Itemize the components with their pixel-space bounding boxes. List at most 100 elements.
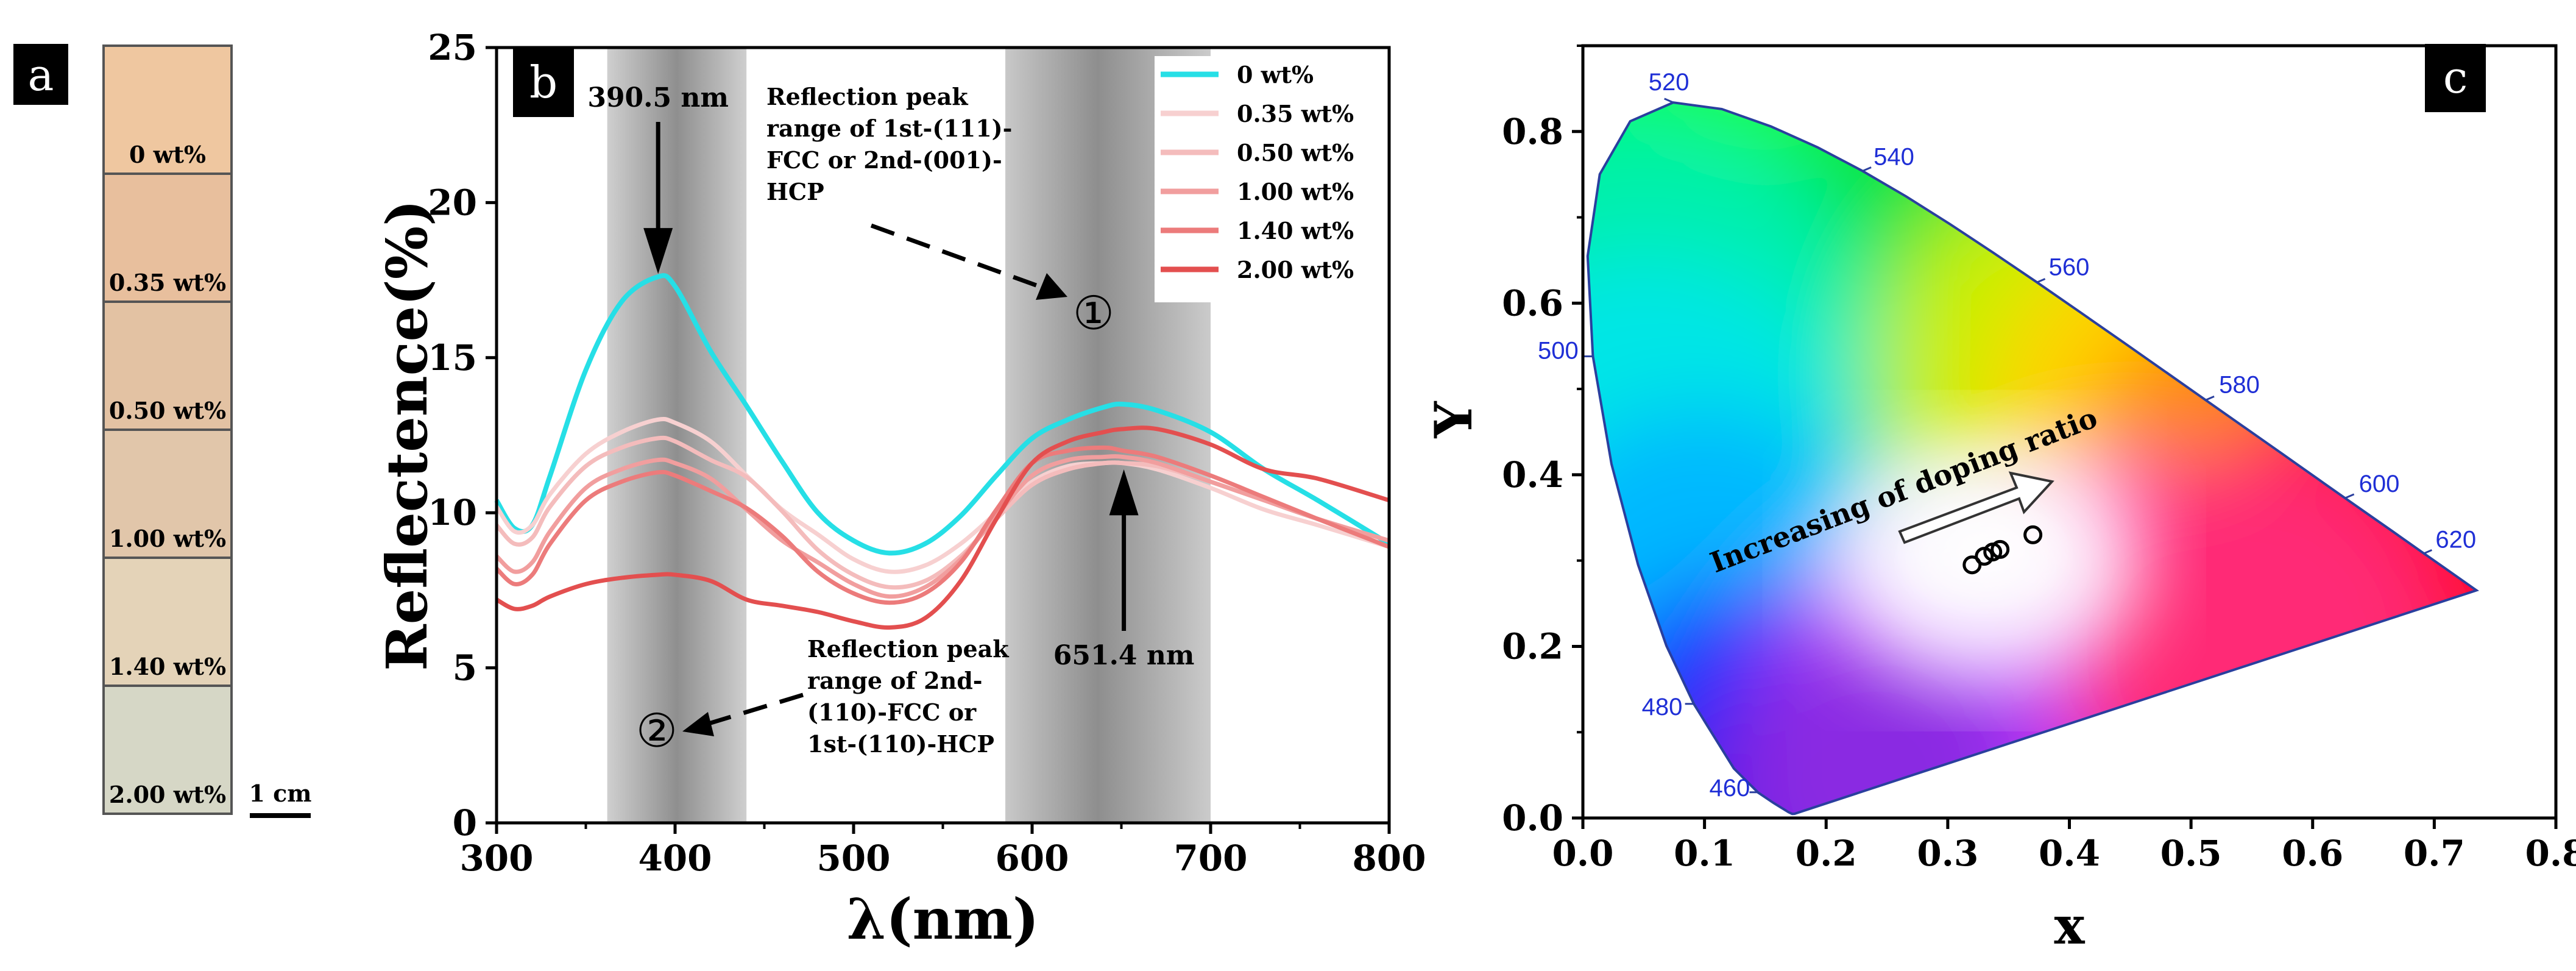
x-tick-label: 0.8 [2525,833,2576,874]
wavelength-label: 600 [2359,471,2400,497]
panel-a-label-box [13,44,68,105]
y-tick-label: 0.8 [1502,111,1563,152]
x-tick-label: 0.3 [1917,833,1978,874]
sample-label: 1.00 wt% [109,525,226,552]
sample-photo-swatch [102,301,233,431]
spectral-locus [1586,101,2480,816]
panel-c-label-box [2425,44,2486,112]
note1-line: Reflection peak [766,83,968,110]
x-tick-label: 300 [459,838,533,879]
wavelength-tick [2345,493,2355,499]
legend-label: 1.40 wt% [1237,217,1354,244]
note1-line: range of 1st-(111)- [766,115,1012,142]
legend-label: 2.00 wt% [1237,256,1354,283]
wavelength-label: 620 [2435,526,2476,553]
y-tick-label: 5 [453,647,477,689]
x-axis-label: λ(nm) [847,886,1039,952]
y-tick-label: 20 [428,182,477,223]
y-tick-label: 0.0 [1502,797,1563,839]
x-tick-label: 0.7 [2404,833,2465,874]
sample-label: 2.00 wt% [109,781,226,808]
panel-b-label: b [529,57,557,108]
x-tick-label: 800 [1352,838,1426,879]
y-tick-label: 0.2 [1502,625,1563,667]
data-point [1962,555,1982,575]
y-tick-label: 0.6 [1502,282,1563,324]
y-tick-label: 0.4 [1502,454,1563,496]
x-tick-label: 0.2 [1796,833,1857,874]
note2-line: 1st-(110)-HCP [807,730,994,758]
data-point [2023,525,2043,544]
doping-arrow [1898,471,2054,544]
sample-photo-swatch [102,44,233,175]
wavelength-tick [2205,396,2215,401]
panel-c-label: c [2443,52,2468,103]
wavelength-tick [2422,549,2432,555]
legend-label: 0 wt% [1237,61,1314,88]
note1-arrowhead [1036,273,1067,300]
series-line-1-40-wt- [495,445,1390,605]
wavelength-label: 480 [1642,694,1683,720]
marker1: ① [1073,288,1114,340]
x-tick-label: 0.4 [2039,833,2100,874]
x-tick-label: 700 [1173,838,1247,879]
x-tick-label: 600 [995,838,1069,879]
note1-arrow [870,223,1049,292]
x-tick-label: 0.1 [1674,833,1735,874]
y-axis-label: Y [1423,400,1484,438]
sample-label: 0 wt% [129,141,206,168]
legend-label: 0.50 wt% [1237,139,1354,166]
sample-photo-swatch [102,173,233,303]
y-axis-label: Reflectence(%) [374,199,440,670]
y-tick-label: 15 [428,337,477,379]
sample-label: 1.40 wt% [109,653,226,680]
note2-line: range of 2nd- [807,667,983,694]
note1-line: HCP [766,178,824,205]
peak2-label: 651.4 nm [1053,640,1195,671]
sample-label: 0.35 wt% [109,269,226,296]
panel-a-label: a [28,49,54,101]
scale-bar-label: 1 cm [249,780,311,807]
data-point [1990,539,2010,559]
panel-a-photos: a 0 wt% 0.35 wt% 0.50 wt% 1.00 wt% 1.40 wt% 2… [13,44,312,818]
wavelength-label: 560 [2049,254,2090,281]
sample-photo-swatch [102,685,233,815]
panel-b-reflectance-chart: 0 wt% 0.35 wt% 0.50 wt% 1.00 wt% 1.40 wt% 2.0… [374,27,1426,952]
x-tick-label: 400 [638,838,712,879]
note2-arrowhead [682,712,714,736]
note1-line: FCC or 2nd-(001)- [766,146,1002,174]
shaded-band [607,48,747,823]
peak1-arrowhead [643,228,673,274]
x-tick-label: 0.6 [2282,833,2343,874]
x-tick-label: 0.5 [2160,833,2222,874]
legend-label: 1.00 wt% [1237,178,1354,205]
legend-label: 0.35 wt% [1237,100,1354,127]
wavelength-tick [2036,278,2046,283]
series-line-1-00-wt- [495,454,1390,599]
panel-b-label-box [513,49,574,117]
series-line-0-wt- [494,273,1391,556]
note2-line: (110)-FCC or [807,699,977,726]
marker2: ② [636,705,678,757]
legend-background [1155,56,1384,302]
y-tick-label: 10 [428,492,477,533]
x-axis-label: x [2054,895,2085,956]
x-tick-label: 500 [816,838,890,879]
wavelength-tick [1664,98,1674,104]
wavelength-label: 520 [1649,69,1690,96]
note2-arrow [706,692,804,727]
x-tick-label: 0.0 [1552,833,1614,874]
y-tick-label: 0 [453,802,477,844]
wavelength-label: 580 [2219,371,2260,398]
wavelength-label: 460 [1709,775,1750,802]
wavelength-label: 500 [1538,338,1579,365]
note2-line: Reflection peak [807,635,1009,663]
wavelength-tick [1862,166,1872,172]
peak1-label: 390.5 nm [587,82,729,113]
sample-label: 0.50 wt% [109,397,226,424]
peak2-arrowhead [1109,469,1139,516]
y-tick-label: 25 [428,27,477,68]
series-line-0-35-wt- [495,416,1390,574]
